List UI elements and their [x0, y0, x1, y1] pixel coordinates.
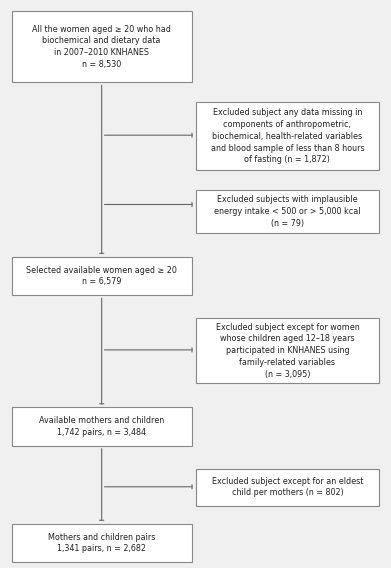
Text: Excluded subject except for women
whose children aged 12–18 years
participated i: Excluded subject except for women whose …: [215, 323, 359, 379]
Text: All the women aged ≥ 20 who had
biochemical and dietary data
in 2007–2010 KNHANE: All the women aged ≥ 20 who had biochemi…: [32, 24, 171, 69]
FancyBboxPatch shape: [12, 524, 192, 562]
Text: Mothers and children pairs
1,341 pairs, n = 2,682: Mothers and children pairs 1,341 pairs, …: [48, 533, 155, 553]
FancyBboxPatch shape: [196, 190, 379, 233]
Text: Excluded subjects with implausible
energy intake < 500 or > 5,000 kcal
(n = 79): Excluded subjects with implausible energ…: [214, 195, 361, 228]
FancyBboxPatch shape: [12, 11, 192, 82]
FancyBboxPatch shape: [196, 318, 379, 383]
FancyBboxPatch shape: [12, 407, 192, 446]
Text: Available mothers and children
1,742 pairs, n = 3,484: Available mothers and children 1,742 pai…: [39, 416, 164, 437]
Text: Excluded subject except for an eldest
child per mothers (n = 802): Excluded subject except for an eldest ch…: [212, 477, 363, 498]
FancyBboxPatch shape: [196, 102, 379, 170]
FancyBboxPatch shape: [196, 469, 379, 506]
Text: Selected available women aged ≥ 20
n = 6,579: Selected available women aged ≥ 20 n = 6…: [26, 266, 177, 286]
FancyBboxPatch shape: [12, 257, 192, 295]
Text: Excluded subject any data missing in
components of anthropometric,
biochemical, : Excluded subject any data missing in com…: [211, 108, 364, 164]
